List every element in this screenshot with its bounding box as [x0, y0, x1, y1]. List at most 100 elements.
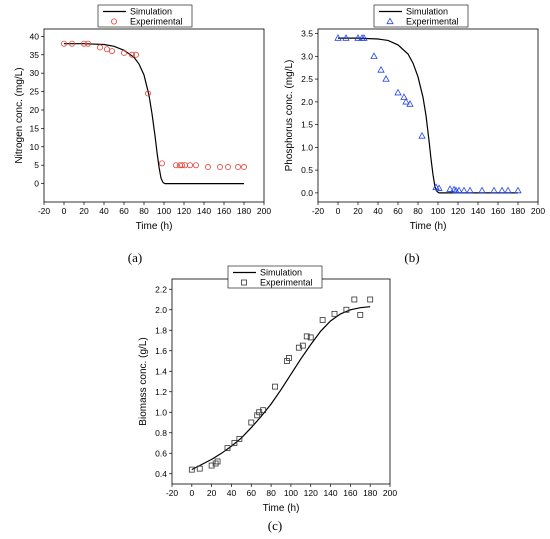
y-tick-label: 35	[30, 50, 40, 60]
experimental-point	[490, 186, 498, 194]
y-axis-label: Biomass conc. (g/L)	[138, 337, 149, 425]
x-tick-label: 120	[177, 206, 191, 216]
y-tick-label: 5	[34, 160, 39, 170]
x-tick-label: 40	[373, 206, 383, 216]
experimental-point	[181, 162, 188, 169]
y-tick-label: 3.5	[301, 29, 313, 39]
x-tick-label: 60	[247, 488, 257, 498]
y-tick-label: 1.0	[301, 142, 313, 152]
experimental-point	[334, 34, 342, 41]
legend-label: Simulation	[406, 7, 448, 17]
x-tick-label: 160	[343, 488, 357, 498]
x-tick-label: 120	[304, 488, 318, 498]
x-tick-label: 180	[363, 488, 377, 498]
x-tick-label: 20	[353, 206, 363, 216]
experimental-point	[504, 186, 512, 194]
y-tick-label: 20	[30, 105, 40, 115]
experimental-point	[216, 164, 223, 171]
x-tick-label: -20	[312, 206, 325, 216]
experimental-point	[97, 44, 104, 51]
y-tick-label: 2.0	[155, 305, 167, 315]
legend-label: Experimental	[130, 17, 183, 27]
experimental-point	[394, 88, 402, 96]
x-tick-label: 80	[413, 206, 423, 216]
experimental-point	[295, 344, 302, 351]
experimental-point	[319, 317, 326, 323]
experimental-point	[377, 65, 385, 73]
legend-marker-swatch	[386, 17, 394, 25]
experimental-point	[61, 40, 68, 47]
y-tick-label: 0.5	[301, 165, 313, 175]
experimental-point	[382, 75, 390, 82]
experimental-point	[144, 90, 151, 97]
experimental-point	[514, 186, 522, 194]
experimental-point	[85, 40, 92, 47]
experimental-point	[121, 49, 128, 56]
experimental-point	[284, 358, 290, 364]
experimental-point	[446, 185, 454, 192]
experimental-point	[132, 51, 139, 58]
panel-caption: (c)	[268, 518, 282, 533]
x-tick-label: 0	[189, 488, 194, 498]
chart-panel-2: -20 0 20 40 60 80 100 120 140 160 180 200 0.0 0.5 1.0 1…	[284, 4, 545, 265]
x-tick-label: 0	[62, 206, 67, 216]
experimental-point	[192, 162, 199, 169]
experimental-point	[104, 46, 111, 53]
experimental-point	[406, 100, 414, 107]
experimental-point	[351, 296, 358, 303]
y-tick-label: 1.6	[155, 346, 167, 356]
y-tick-label: 0.6	[155, 448, 167, 458]
legend-box	[227, 265, 323, 289]
experimental-point	[240, 164, 247, 171]
experimental-point	[400, 93, 408, 100]
legend-marker-swatch	[241, 279, 247, 286]
experimental-point	[466, 186, 474, 194]
legend-label: Simulation	[130, 7, 172, 17]
experimental-point	[224, 445, 231, 452]
x-axis-label: Time (h)	[410, 221, 447, 232]
x-tick-label: 200	[257, 206, 271, 216]
experimental-point	[418, 131, 426, 139]
experimental-point	[172, 162, 179, 169]
y-tick-label: 2.2	[155, 284, 167, 294]
experimental-point	[299, 342, 306, 349]
experimental-point	[360, 34, 368, 41]
experimental-point	[455, 186, 463, 194]
y-tick-label: 0.4	[155, 469, 167, 479]
experimental-point	[367, 296, 374, 303]
x-tick-label: 140	[197, 206, 211, 216]
x-tick-label: 100	[284, 488, 298, 498]
experimental-point	[224, 164, 231, 171]
x-tick-label: 60	[119, 206, 129, 216]
x-tick-label: 200	[531, 206, 545, 216]
experimental-point	[303, 333, 310, 340]
x-tick-label: -20	[166, 488, 179, 498]
y-tick-label: 10	[30, 142, 40, 152]
y-tick-label: 30	[30, 68, 40, 78]
y-tick-label: 0.8	[155, 428, 167, 438]
experimental-point	[188, 466, 195, 473]
experimental-point	[342, 34, 350, 41]
experimental-point	[272, 383, 278, 390]
experimental-point	[236, 435, 243, 442]
plot-frame	[171, 278, 391, 485]
legend-marker-swatch	[111, 18, 118, 25]
x-tick-label: 120	[451, 206, 465, 216]
chart-panel-1: -20 0 20 40 60 80 100 120 140 160 180 200 0 5 10 15 20 25…	[14, 4, 271, 265]
y-tick-label: 1.5	[301, 120, 313, 130]
experimental-point	[460, 186, 468, 194]
y-tick-label: 0	[34, 179, 39, 189]
experimental-point	[478, 186, 486, 194]
experimental-point	[286, 355, 292, 361]
y-tick-label: 25	[30, 87, 40, 97]
panel-caption: (a)	[128, 250, 142, 265]
panel-caption: (b)	[404, 250, 419, 265]
y-axis-label: Phosphorus conc. (mg/L)	[284, 60, 295, 172]
experimental-point	[343, 306, 350, 313]
x-tick-label: 200	[383, 488, 397, 498]
experimental-point	[158, 160, 165, 167]
legend-box	[373, 4, 469, 28]
